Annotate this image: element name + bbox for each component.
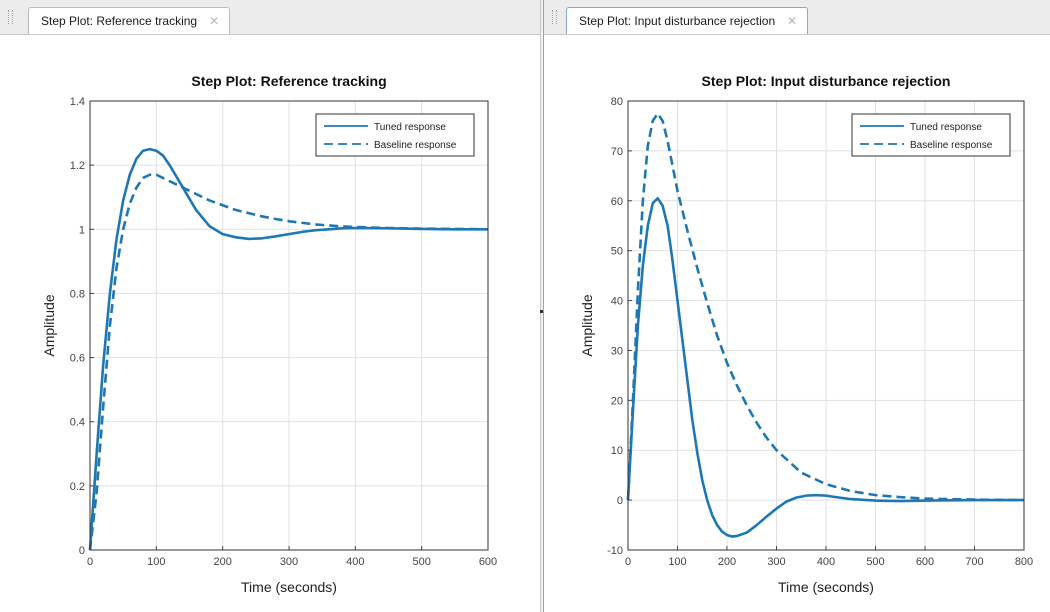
drag-grip-icon[interactable] (8, 10, 13, 24)
reference-tracking-chart: 0 100 200 300 400 500 600 0 0.2 0.4 0.6 0.8 1 1.2 1.4 S… (41, 73, 497, 595)
baseline-response-line (626, 112, 1025, 502)
y-tick-label: 0.4 (70, 417, 85, 429)
close-icon[interactable]: ✕ (209, 14, 220, 28)
y-tick-label: 50 (611, 246, 623, 258)
y-tick-label: 30 (611, 345, 623, 357)
y-tick-label: 40 (611, 296, 623, 308)
legend-box (851, 113, 1011, 157)
x-axis-label: Time (seconds) (778, 579, 874, 595)
tab-reference-tracking[interactable]: Step Plot: Reference tracking ✕ (28, 7, 231, 34)
tab-strip: Step Plot: Input disturbance rejection ✕ (544, 0, 1050, 35)
legend-label: Tuned response (910, 122, 982, 133)
plot-panel-input-disturbance: Step Plot: Input disturbance rejection ✕… (543, 0, 1050, 612)
close-icon[interactable]: ✕ (787, 14, 798, 28)
tab-input-disturbance[interactable]: Step Plot: Input disturbance rejection ✕ (566, 7, 809, 34)
x-tick-label: 0 (625, 556, 631, 568)
input-disturbance-chart: 0 100 200 300 400 500 600 700 800-10010203040506… (579, 73, 1033, 595)
splitter-handle[interactable] (540, 310, 543, 313)
legend-label: Baseline response (910, 140, 993, 151)
x-tick-label: 600 (479, 556, 497, 568)
baseline-response-line (88, 173, 489, 551)
tab-label: Step Plot: Reference tracking (41, 14, 198, 28)
x-tick-label: 300 (767, 556, 785, 568)
y-tick-label: 0.6 (70, 353, 85, 365)
x-axis-label: Time (seconds) (241, 579, 337, 595)
tab-strip: Step Plot: Reference tracking ✕ (0, 0, 540, 35)
x-tick-label: 500 (412, 556, 430, 568)
y-tick-label: 10 (611, 445, 623, 457)
y-axis-label: Amplitude (41, 294, 57, 356)
legend-label: Baseline response (374, 140, 457, 151)
x-tick-label: 200 (718, 556, 736, 568)
tuned-response-line (88, 147, 488, 551)
y-tick-label: 1.4 (70, 96, 85, 108)
legend-box (315, 113, 475, 157)
legend-label: Tuned response (374, 122, 446, 133)
axes-frame (627, 100, 1025, 551)
x-tick-label: 200 (213, 556, 231, 568)
chart-title: Step Plot: Reference tracking (191, 73, 386, 89)
y-tick-label: 0 (617, 495, 623, 507)
y-tick-label: -10 (607, 545, 623, 557)
plot-panel-reference-tracking: Step Plot: Reference tracking ✕ 0 100 200 3… (0, 0, 541, 612)
tab-label: Step Plot: Input disturbance rejection (579, 14, 776, 28)
y-tick-label: 80 (611, 96, 623, 108)
x-tick-label: 600 (916, 556, 934, 568)
x-tick-label: 700 (965, 556, 983, 568)
x-tick-label: 0 (87, 556, 93, 568)
x-tick-label: 400 (346, 556, 364, 568)
y-tick-label: 0.8 (70, 288, 85, 300)
y-tick-label: 0.2 (70, 481, 85, 493)
y-tick-label: 70 (611, 146, 623, 158)
x-tick-label: 500 (866, 556, 884, 568)
x-tick-label: 400 (817, 556, 835, 568)
y-tick-label: 20 (611, 395, 623, 407)
chart-title: Step Plot: Input disturbance rejection (702, 73, 951, 89)
y-tick-label: 1 (79, 224, 85, 236)
x-tick-label: 800 (1015, 556, 1033, 568)
y-tick-label: 1.2 (70, 160, 85, 172)
y-tick-label: 0 (79, 545, 85, 557)
axes-frame (89, 100, 489, 551)
tuned-response-line (626, 196, 1024, 538)
drag-grip-icon[interactable] (552, 10, 557, 24)
x-tick-label: 300 (280, 556, 298, 568)
y-axis-label: Amplitude (579, 294, 595, 356)
x-tick-label: 100 (147, 556, 165, 568)
x-tick-label: 100 (668, 556, 686, 568)
y-tick-label: 60 (611, 196, 623, 208)
